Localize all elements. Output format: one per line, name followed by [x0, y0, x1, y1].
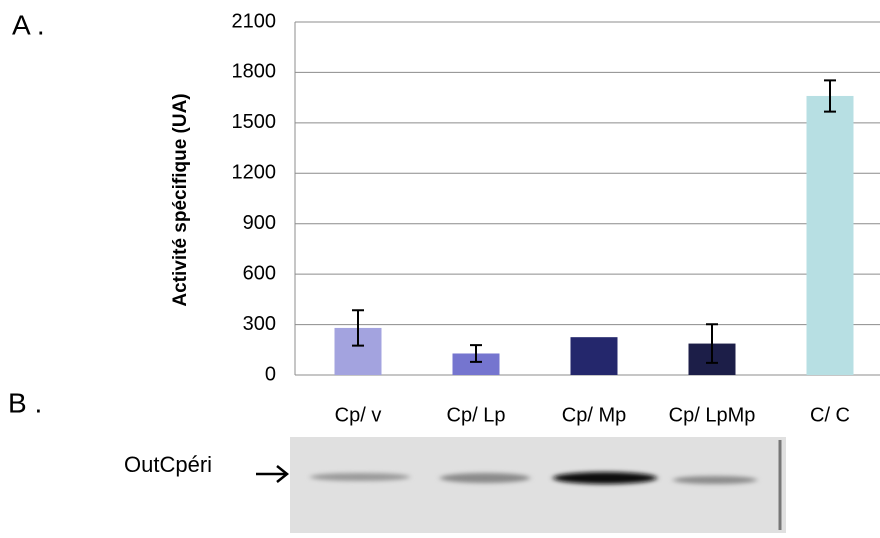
x-tick-label: Cp/ v [335, 404, 382, 426]
blot-band [440, 473, 530, 483]
y-tick-label: 900 [243, 212, 276, 234]
bar [570, 337, 618, 375]
arrow-head [276, 465, 290, 483]
y-tick-label: 300 [243, 313, 276, 335]
blot [290, 437, 786, 533]
y-tick-label: 600 [243, 262, 276, 284]
panel-label: A . [12, 9, 45, 40]
blot-label: OutCpéri [124, 452, 212, 477]
blot-band [673, 476, 757, 484]
y-tick-label: 1200 [232, 162, 277, 184]
x-tick-label: Cp/ Mp [562, 404, 626, 426]
bar [452, 353, 500, 375]
y-tick-label: 1500 [232, 111, 277, 133]
y-tick-label: 2100 [232, 10, 277, 32]
error-bar [470, 344, 482, 363]
bar [806, 95, 854, 375]
x-tick-label: Cp/ LpMp [669, 404, 756, 426]
y-axis-title: Activité spécifique (UA) [170, 93, 191, 306]
panel-label: B . [8, 387, 42, 418]
y-tick-label: 0 [265, 363, 276, 385]
x-tick-label: Cp/ Lp [447, 404, 506, 426]
blot-band [310, 473, 410, 481]
arrow [256, 465, 290, 483]
error-bar [706, 323, 718, 364]
blot-shade [290, 437, 786, 533]
error-bar [824, 79, 836, 113]
error-bar [352, 309, 364, 347]
x-tick-label: C/ C [810, 404, 850, 426]
blot-band [553, 472, 657, 484]
y-tick-label: 1800 [232, 61, 277, 83]
